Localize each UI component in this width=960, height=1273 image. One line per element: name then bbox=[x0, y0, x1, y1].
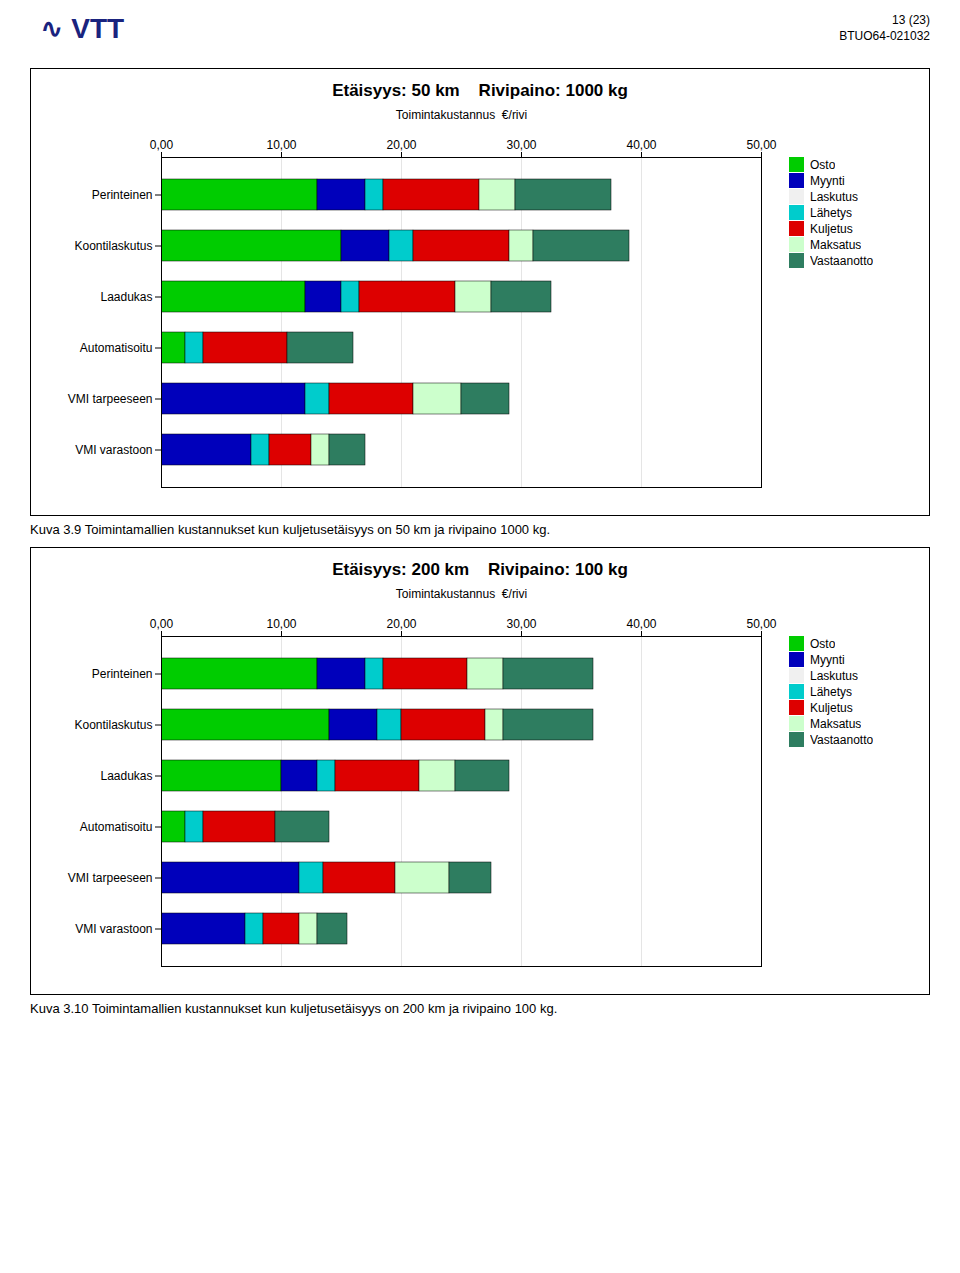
svg-text:50,00: 50,00 bbox=[746, 138, 776, 152]
svg-text:Toimintakustannus €/rivi: Toimintakustannus €/rivi bbox=[396, 108, 527, 122]
html-text:Lähetys: Lähetys bbox=[810, 684, 852, 699]
html-text:Etäisyys: 50 km Rivipaino: 100: Etäisyys: 50 km Rivipaino: 1000 kg bbox=[332, 81, 628, 100]
html-text:BTUO64-021032: BTUO64-021032 bbox=[839, 29, 930, 43]
svg-text:40,00: 40,00 bbox=[626, 617, 656, 631]
html-text:Etäisyys: 200 km Rivipaino: 10: Etäisyys: 200 km Rivipaino: 100 kg bbox=[332, 560, 628, 579]
html-text:Laskutus: Laskutus bbox=[810, 668, 858, 683]
svg-text:10,00: 10,00 bbox=[266, 617, 296, 631]
svg-text:Koontilaskutus: Koontilaskutus bbox=[74, 718, 152, 732]
svg-text:Koontilaskutus: Koontilaskutus bbox=[74, 239, 152, 253]
svg-text:Automatisoitu: Automatisoitu bbox=[80, 820, 153, 834]
svg-text:50,00: 50,00 bbox=[746, 617, 776, 631]
svg-text:Perinteinen: Perinteinen bbox=[92, 667, 153, 681]
svg-text:VMI varastoon: VMI varastoon bbox=[75, 922, 152, 936]
svg-text:0,00: 0,00 bbox=[150, 617, 174, 631]
svg-text:30,00: 30,00 bbox=[506, 138, 536, 152]
html-text:Vastaanotto: Vastaanotto bbox=[810, 732, 874, 747]
html-text:Myynti: Myynti bbox=[810, 652, 845, 667]
svg-text:0,00: 0,00 bbox=[150, 138, 174, 152]
svg-text:30,00: 30,00 bbox=[506, 617, 536, 631]
html-text:Kuljetus: Kuljetus bbox=[810, 221, 853, 236]
html-text:Myynti: Myynti bbox=[810, 173, 845, 188]
html-text:13 (23): 13 (23) bbox=[892, 13, 930, 27]
svg-text:20,00: 20,00 bbox=[386, 138, 416, 152]
html-text:Maksatus: Maksatus bbox=[810, 716, 862, 731]
svg-text:Laadukas: Laadukas bbox=[100, 290, 152, 304]
html-text:Osto: Osto bbox=[810, 157, 836, 172]
svg-text:40,00: 40,00 bbox=[626, 138, 656, 152]
html-text:Vastaanotto: Vastaanotto bbox=[810, 253, 874, 268]
html-text:Osto: Osto bbox=[810, 636, 836, 651]
svg-text:VMI tarpeeseen: VMI tarpeeseen bbox=[68, 392, 153, 406]
html-text:Lähetys: Lähetys bbox=[810, 205, 852, 220]
svg-text:VMI tarpeeseen: VMI tarpeeseen bbox=[68, 871, 153, 885]
svg-text:VMI varastoon: VMI varastoon bbox=[75, 443, 152, 457]
html-text:Kuljetus: Kuljetus bbox=[810, 700, 853, 715]
svg-text:Perinteinen: Perinteinen bbox=[92, 188, 153, 202]
svg-text:Laadukas: Laadukas bbox=[100, 769, 152, 783]
html-text:Laskutus: Laskutus bbox=[810, 189, 858, 204]
html-text:∿ VTT: ∿ VTT bbox=[40, 13, 125, 44]
html-text:Kuva 3.10 Toimintamallien kust: Kuva 3.10 Toimintamallien kustannukset k… bbox=[30, 1001, 558, 1016]
svg-text:Toimintakustannus €/rivi: Toimintakustannus €/rivi bbox=[396, 587, 527, 601]
html-text:Kuva 3.9 Toimintamallien kusta: Kuva 3.9 Toimintamallien kustannukset ku… bbox=[30, 522, 550, 537]
html-text:Maksatus: Maksatus bbox=[810, 237, 862, 252]
svg-text:10,00: 10,00 bbox=[266, 138, 296, 152]
svg-text:Automatisoitu: Automatisoitu bbox=[80, 341, 153, 355]
svg-text:20,00: 20,00 bbox=[386, 617, 416, 631]
